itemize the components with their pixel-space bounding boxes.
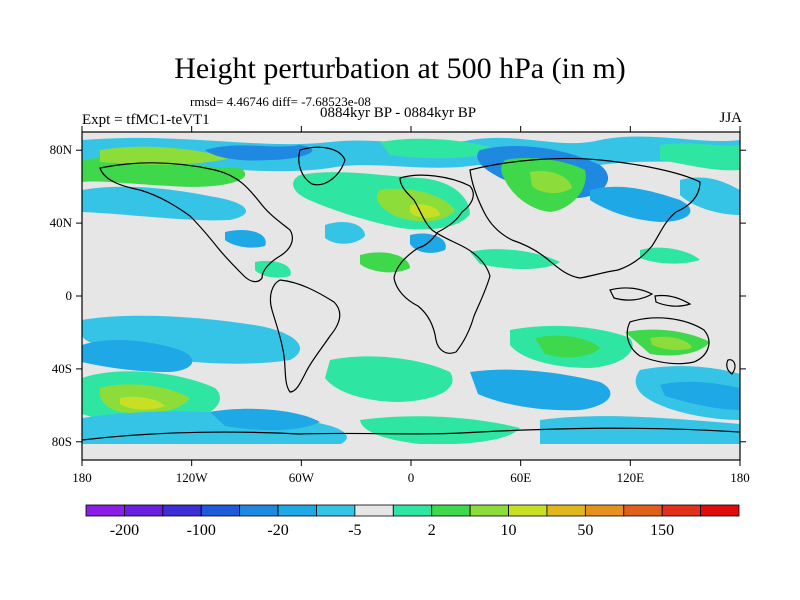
colorbar-swatch xyxy=(661,504,701,517)
colorbar-swatch xyxy=(162,504,202,517)
colorbar: -200 -100 -20 -5 2 10 50 150 xyxy=(85,504,740,539)
contour-field xyxy=(82,132,740,460)
colorbar-swatch xyxy=(584,504,625,517)
longitude-ticks: 180 120W 60W 0 60E 120E 180 xyxy=(72,126,750,485)
colorbar-label: 50 xyxy=(577,522,593,539)
x-tick-label: 60W xyxy=(289,470,315,485)
y-tick-label: 40N xyxy=(50,215,73,230)
y-tick-label: 40S xyxy=(52,361,72,376)
colorbar-swatch xyxy=(239,504,279,517)
period-label: 0884kyr BP - 0884kyr BP xyxy=(320,105,477,121)
colorbar-swatch xyxy=(700,504,740,517)
season-label: JJA xyxy=(719,110,742,126)
x-tick-label: 0 xyxy=(408,470,415,485)
colorbar-swatch xyxy=(277,504,317,517)
x-tick-label: 60E xyxy=(510,470,531,485)
y-tick-label: 80N xyxy=(50,142,73,157)
colorbar-swatch xyxy=(354,504,394,517)
y-tick-label: 80S xyxy=(52,434,72,449)
colorbar-swatch xyxy=(124,504,164,517)
colorbar-label: -200 xyxy=(110,522,139,539)
plot-title: Height perturbation at 500 hPa (in m) xyxy=(174,52,626,85)
x-tick-label: 180 xyxy=(72,470,92,485)
colorbar-swatch xyxy=(546,504,586,517)
colorbar-swatch xyxy=(623,504,663,517)
y-tick-label: 0 xyxy=(66,288,73,303)
colorbar-swatch xyxy=(85,504,125,517)
colorbar-swatch xyxy=(469,504,509,517)
x-tick-label: 120W xyxy=(176,470,209,485)
colorbar-swatch xyxy=(392,504,433,517)
colorbar-label: -20 xyxy=(267,522,288,539)
experiment-label: Expt = tfMC1-teVT1 xyxy=(82,112,210,128)
colorbar-label: -5 xyxy=(348,522,361,539)
rmsd-diff-stats: rmsd= 4.46746 diff= -7.68523e-08 xyxy=(190,94,371,109)
colorbar-swatch xyxy=(508,504,548,517)
colorbar-swatch xyxy=(431,504,471,517)
colorbar-label: 150 xyxy=(650,522,674,539)
latitude-ticks: 80N 40N 0 40S 80S xyxy=(50,142,746,449)
x-tick-label: 120E xyxy=(617,470,645,485)
colorbar-label: 2 xyxy=(428,522,436,539)
coastlines xyxy=(82,146,740,441)
x-tick-label: 180 xyxy=(730,470,750,485)
colorbar-swatch xyxy=(316,504,356,517)
colorbar-swatch xyxy=(200,504,241,517)
colorbar-label: -100 xyxy=(187,522,216,539)
colorbar-label: 10 xyxy=(501,522,517,539)
